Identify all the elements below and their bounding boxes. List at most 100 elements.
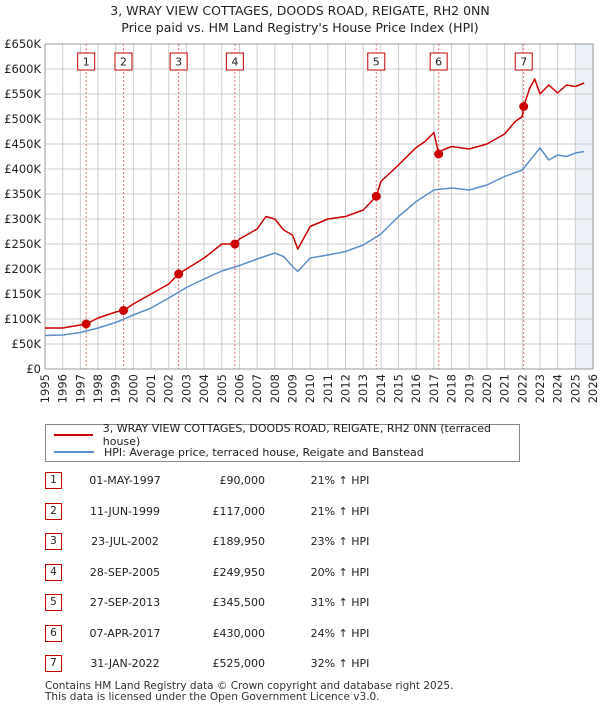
sale-label-text: 4 bbox=[231, 56, 238, 69]
sale-date: 27-SEP-2013 bbox=[89, 596, 161, 609]
sale-label-text: 2 bbox=[120, 56, 127, 69]
forecast-shade bbox=[575, 44, 593, 369]
x-tick-label: 2011 bbox=[321, 374, 335, 403]
legend-label-hpi: HPI: Average price, terraced house, Reig… bbox=[104, 445, 424, 459]
sale-label-box bbox=[114, 52, 133, 71]
title-line-2: Price paid vs. HM Land Registry's House … bbox=[121, 20, 479, 35]
sale-points bbox=[81, 102, 529, 329]
sale-point bbox=[174, 269, 184, 279]
x-tick-label: 2001 bbox=[144, 374, 158, 403]
x-tick-label: 2022 bbox=[515, 374, 529, 403]
sale-number: 7 bbox=[45, 655, 62, 672]
sale-date: 28-SEP-2005 bbox=[89, 565, 161, 579]
x-tick-label: 2010 bbox=[303, 374, 317, 403]
axis-labels: £0 £50K £100K £150K £200K £250K £300K £350K £400… bbox=[4, 37, 600, 403]
x-tick-label: 2025 bbox=[568, 374, 582, 403]
x-tick-label: 2005 bbox=[215, 374, 229, 403]
x-tick-label: 2007 bbox=[250, 374, 264, 403]
grid-layer bbox=[44, 43, 594, 370]
x-tick-label: 2008 bbox=[268, 374, 282, 403]
sale-price: £525,000 bbox=[212, 657, 266, 670]
sale-label-text: 3 bbox=[175, 56, 182, 69]
y-tick-label: £500K bbox=[4, 112, 41, 126]
sale-hpi-change: 21% ↑ HPI bbox=[310, 504, 370, 518]
sale-label-text: 7 bbox=[520, 56, 527, 69]
x-tick-label: 1998 bbox=[91, 374, 105, 403]
x-tick-label: 2003 bbox=[179, 374, 193, 403]
sale-number: 2 bbox=[45, 502, 62, 520]
table-row: 5 27-SEP-2013 £345,500 31% ↑ HPI bbox=[45, 594, 445, 616]
x-tick-label: 2016 bbox=[409, 374, 423, 403]
x-tick-label: 2012 bbox=[339, 374, 353, 403]
legend-item-property: 3, WRAY VIEW COTTAGES, DOODS ROAD, REIGA… bbox=[54, 422, 519, 448]
table-row: 4 28-SEP-2005 £249,950 20% ↑ HPI bbox=[45, 563, 445, 586]
x-tick-label: 2026 bbox=[586, 374, 600, 403]
sale-number: 4 bbox=[45, 563, 62, 581]
y-tick-label: £350K bbox=[4, 187, 41, 201]
sale-date: 23-JUL-2002 bbox=[91, 535, 159, 548]
sale-label-text: 6 bbox=[435, 56, 442, 69]
y-tick-label: £250K bbox=[4, 237, 41, 251]
x-tick-label: 2023 bbox=[533, 374, 547, 403]
sale-number: 1 bbox=[45, 472, 62, 489]
series-layer bbox=[44, 78, 585, 337]
x-tick-label: 1997 bbox=[73, 374, 87, 403]
sale-number: 6 bbox=[45, 624, 62, 642]
sale-point bbox=[371, 191, 381, 201]
table-row: 7 31-JAN-2022 £525,000 32% ↑ HPI bbox=[45, 655, 445, 677]
sale-date: 07-APR-2017 bbox=[89, 626, 161, 640]
sale-label-box bbox=[77, 52, 96, 71]
y-tick-label: £600K bbox=[4, 62, 41, 76]
x-tick-label: 2006 bbox=[232, 374, 246, 403]
x-tick-label: 2013 bbox=[356, 374, 370, 403]
y-tick-label: £450K bbox=[4, 137, 41, 151]
y-tick-label: £650K bbox=[4, 37, 41, 51]
sale-point bbox=[519, 102, 529, 111]
table-row: 1 01-MAY-1997 £90,000 21% ↑ HPI bbox=[45, 472, 445, 494]
plot-border bbox=[44, 43, 594, 370]
hpi-series-line bbox=[44, 147, 585, 337]
y-tick-label: £150K bbox=[4, 287, 41, 301]
sale-price: £90,000 bbox=[219, 474, 266, 487]
legend-label-property: 3, WRAY VIEW COTTAGES, DOODS ROAD, REIGA… bbox=[102, 422, 492, 448]
sale-marker-lines bbox=[85, 44, 525, 369]
table-row: 2 11-JUN-1999 £117,000 21% ↑ HPI bbox=[45, 502, 445, 525]
x-tick-label: 1996 bbox=[56, 374, 70, 403]
sale-label-box bbox=[169, 52, 188, 71]
sale-point bbox=[118, 306, 128, 315]
footer-copyright: Contains HM Land Registry data © Crown c… bbox=[45, 680, 454, 692]
sale-price: £189,950 bbox=[212, 535, 266, 548]
sale-date: 11-JUN-1999 bbox=[89, 504, 161, 518]
sale-hpi-change: 20% ↑ HPI bbox=[310, 565, 370, 579]
sale-price: £345,500 bbox=[212, 596, 266, 609]
sale-price: £430,000 bbox=[212, 626, 266, 640]
sale-number: 3 bbox=[45, 533, 62, 550]
sale-label-text: 5 bbox=[373, 56, 380, 69]
y-tick-label: £300K bbox=[4, 212, 41, 226]
sale-point bbox=[230, 239, 240, 249]
sale-point bbox=[81, 319, 91, 329]
property-series-line bbox=[45, 78, 585, 329]
sale-price: £117,000 bbox=[212, 504, 266, 518]
sale-labels: 1 2 3 4 5 6 7 bbox=[77, 52, 533, 71]
x-tick-label: 1995 bbox=[38, 374, 52, 403]
sale-hpi-change: 21% ↑ HPI bbox=[310, 474, 370, 487]
x-tick-label: 2021 bbox=[498, 374, 512, 403]
y-tick-label: £550K bbox=[4, 87, 41, 101]
sale-price: £249,950 bbox=[212, 565, 266, 579]
sale-hpi-change: 24% ↑ HPI bbox=[310, 626, 370, 640]
table-row: 3 23-JUL-2002 £189,950 23% ↑ HPI bbox=[45, 533, 445, 555]
legend-swatch-property bbox=[54, 434, 93, 436]
chart-title: 3, WRAY VIEW COTTAGES, DOODS ROAD, REIGA… bbox=[0, 2, 600, 36]
x-tick-label: 2000 bbox=[126, 374, 140, 403]
sale-point bbox=[434, 149, 444, 159]
footer: Contains HM Land Registry data © Crown c… bbox=[45, 681, 453, 703]
y-tick-label: £400K bbox=[4, 162, 41, 176]
y-tick-label: £100K bbox=[4, 312, 41, 326]
sale-hpi-change: 23% ↑ HPI bbox=[310, 535, 370, 548]
sale-hpi-change: 31% ↑ HPI bbox=[310, 596, 370, 609]
x-tick-label: 2004 bbox=[197, 374, 211, 403]
y-tick-label: £50K bbox=[12, 337, 42, 351]
sale-label-box bbox=[225, 52, 244, 71]
